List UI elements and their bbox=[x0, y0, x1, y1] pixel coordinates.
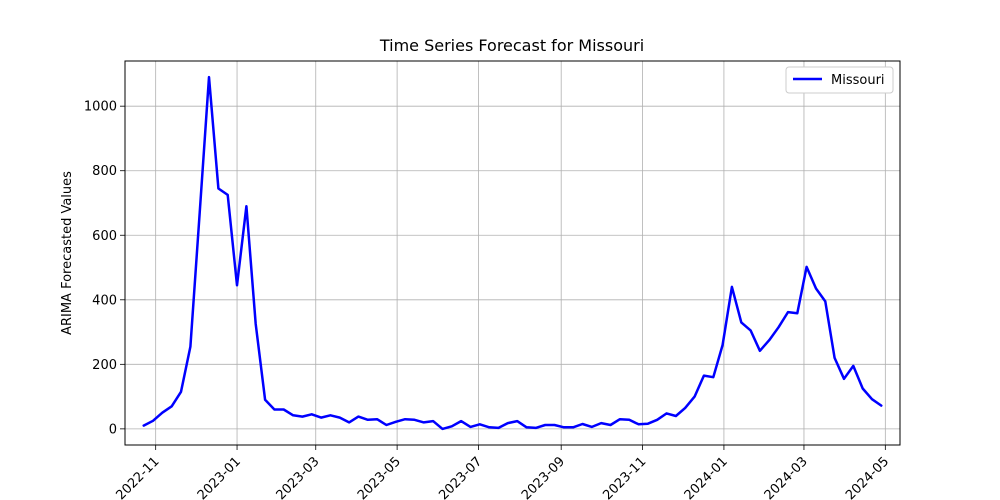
y-tick-label: 1000 bbox=[84, 100, 117, 115]
legend: Missouri bbox=[785, 66, 894, 94]
plot-frame bbox=[124, 60, 901, 446]
y-axis: 0 200 400 600 800 1000 bbox=[84, 100, 125, 437]
y-tick-label: 400 bbox=[92, 293, 117, 308]
y-tick-label: 600 bbox=[92, 229, 117, 244]
y-tick-label: 0 bbox=[109, 422, 117, 437]
grid-lines bbox=[125, 61, 900, 445]
legend-label-missouri: Missouri bbox=[831, 73, 885, 88]
series-layer bbox=[142, 75, 883, 431]
y-tick-label: 200 bbox=[92, 358, 117, 373]
y-tick-label: 800 bbox=[92, 164, 117, 179]
legend-box bbox=[785, 66, 894, 94]
chart-title: Time Series Forecast for Missouri bbox=[379, 36, 644, 55]
series-line-missouri bbox=[142, 75, 883, 431]
y-axis-label: ARIMA Forecasted Values bbox=[60, 171, 75, 335]
